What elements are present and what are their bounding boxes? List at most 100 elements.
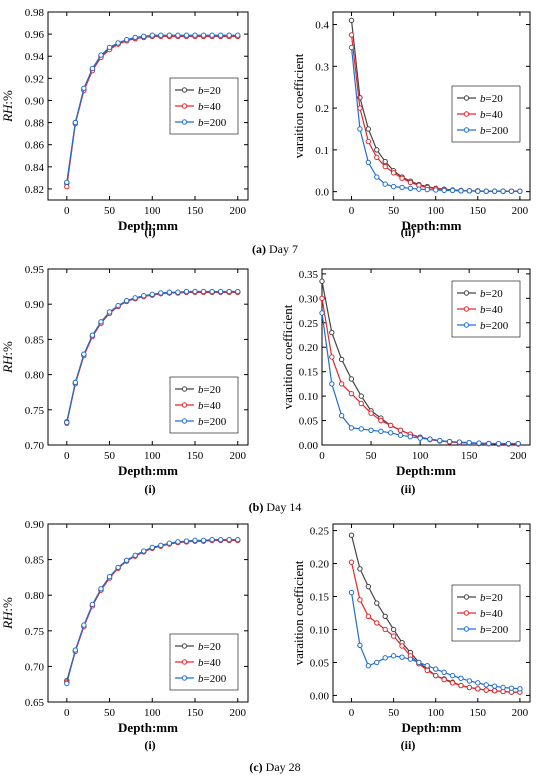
legend-swatch-marker — [181, 87, 188, 93]
legend-swatch-marker — [463, 95, 470, 101]
data-point — [64, 419, 70, 426]
x-axis-label: Depth:mm — [402, 720, 462, 735]
data-point — [433, 666, 439, 672]
data-point — [417, 435, 423, 441]
data-point — [441, 187, 447, 194]
x-axis-label: Depth:mm — [402, 218, 462, 233]
data-point — [123, 557, 130, 564]
data-point — [217, 288, 224, 295]
y-tick-label: 0.80 — [25, 370, 45, 382]
legend: b=20b=40b=200 — [169, 376, 239, 434]
data-point — [89, 332, 96, 338]
x-tick-label: 200 — [512, 205, 529, 217]
data-point — [358, 426, 364, 432]
data-point — [141, 293, 147, 299]
data-point — [348, 559, 355, 565]
legend-entry-var: b — [480, 320, 486, 332]
legend-entry: b=20 — [198, 85, 221, 97]
x-tick-label: 100 — [144, 707, 161, 719]
legend-swatch-marker — [463, 290, 470, 296]
data-point — [64, 184, 70, 190]
x-tick-label: 50 — [104, 707, 116, 719]
data-point — [183, 288, 190, 295]
data-point — [416, 659, 422, 666]
x-tick-label: 0 — [64, 707, 70, 719]
data-point — [200, 288, 207, 295]
x-tick-label: 50 — [388, 707, 400, 719]
data-point — [357, 642, 363, 649]
data-point — [515, 440, 521, 447]
legend-entry-value: =40 — [204, 657, 222, 669]
data-point — [500, 188, 506, 194]
data-point — [491, 683, 498, 689]
legend-entry-value: =200 — [204, 117, 227, 129]
legend-swatch-marker — [181, 659, 188, 665]
data-point — [433, 672, 439, 679]
legend: b=20b=40b=200 — [169, 77, 239, 135]
chart-panel-5: 0 50 100 150 200 0.65 0.70 0.75 0.80 0.85 0.90 Dept… — [0, 519, 249, 752]
data-point — [505, 440, 512, 447]
x-tick-label: 50 — [366, 450, 378, 462]
legend-entry: b=40 — [198, 400, 221, 412]
data-point — [166, 32, 173, 38]
data-point — [382, 626, 388, 633]
x-tick-label: 150 — [470, 205, 487, 217]
legend-entry-var: b — [480, 125, 486, 137]
data-point — [378, 417, 384, 424]
data-point — [132, 34, 138, 41]
legend: b=20b=40b=200 — [451, 584, 521, 642]
y-axis-label-italic: RH — [0, 611, 15, 630]
y-tick-label: 0.84 — [25, 162, 45, 174]
y-tick-label: 0.0 — [315, 187, 329, 199]
y-axis-label-text: varaition coefficient — [291, 53, 306, 158]
y-tick-label: 0.70 — [25, 661, 45, 673]
y-axis-label-rest: :% — [0, 341, 15, 356]
caption-letter: (a) — [252, 242, 266, 256]
caption-text: Day 28 — [263, 760, 301, 774]
y-tick-label: 0.15 — [299, 367, 319, 379]
x-axis-label: Depth:mm — [118, 218, 178, 233]
x-tick-label: 150 — [187, 205, 204, 217]
data-point — [382, 158, 388, 165]
data-point — [72, 647, 79, 653]
legend-entry: b=200 — [198, 416, 227, 428]
data-point — [348, 17, 355, 24]
x-axis-label: Depth:mm — [118, 463, 178, 478]
data-point — [365, 159, 372, 166]
legend-entry: b=200 — [198, 673, 227, 685]
plot-frame — [332, 11, 531, 201]
series-b200 — [64, 288, 241, 426]
y-tick-label: 0.25 — [310, 526, 330, 538]
legend-entry: b=200 — [198, 117, 227, 129]
data-point — [508, 685, 515, 691]
data-point — [235, 536, 241, 543]
data-point — [348, 390, 355, 397]
legend-entry-var: b — [480, 93, 486, 105]
data-point — [424, 186, 430, 193]
y-tick-label: 0.95 — [25, 264, 45, 276]
caption-text: Day 14 — [263, 500, 301, 514]
legend-entry: b=40 — [198, 657, 221, 669]
y-tick-label: 0.4 — [315, 20, 329, 32]
legend-entry-var: b — [198, 117, 204, 129]
legend-entry-value: =40 — [486, 608, 504, 620]
data-point — [374, 154, 380, 161]
legend-entry: b=20 — [198, 641, 221, 653]
x-tick-label: 0 — [64, 450, 70, 462]
data-point — [466, 678, 473, 684]
y-tick-label: 0.25 — [299, 318, 319, 330]
data-point — [466, 439, 472, 446]
y-tick-label: 0.00 — [310, 690, 330, 702]
subplot-label: (i) — [144, 738, 155, 752]
series-b200 — [348, 589, 523, 692]
y-tick-label: 0.05 — [310, 657, 330, 669]
x-tick-label: 50 — [104, 450, 116, 462]
legend-entry-var: b — [480, 304, 486, 316]
legend-entry-value: =20 — [204, 641, 222, 653]
data-point — [72, 379, 79, 386]
data-point — [427, 436, 433, 442]
data-point — [141, 33, 147, 40]
data-point — [475, 686, 481, 692]
data-point — [508, 188, 515, 194]
x-tick-label: 200 — [510, 450, 527, 462]
